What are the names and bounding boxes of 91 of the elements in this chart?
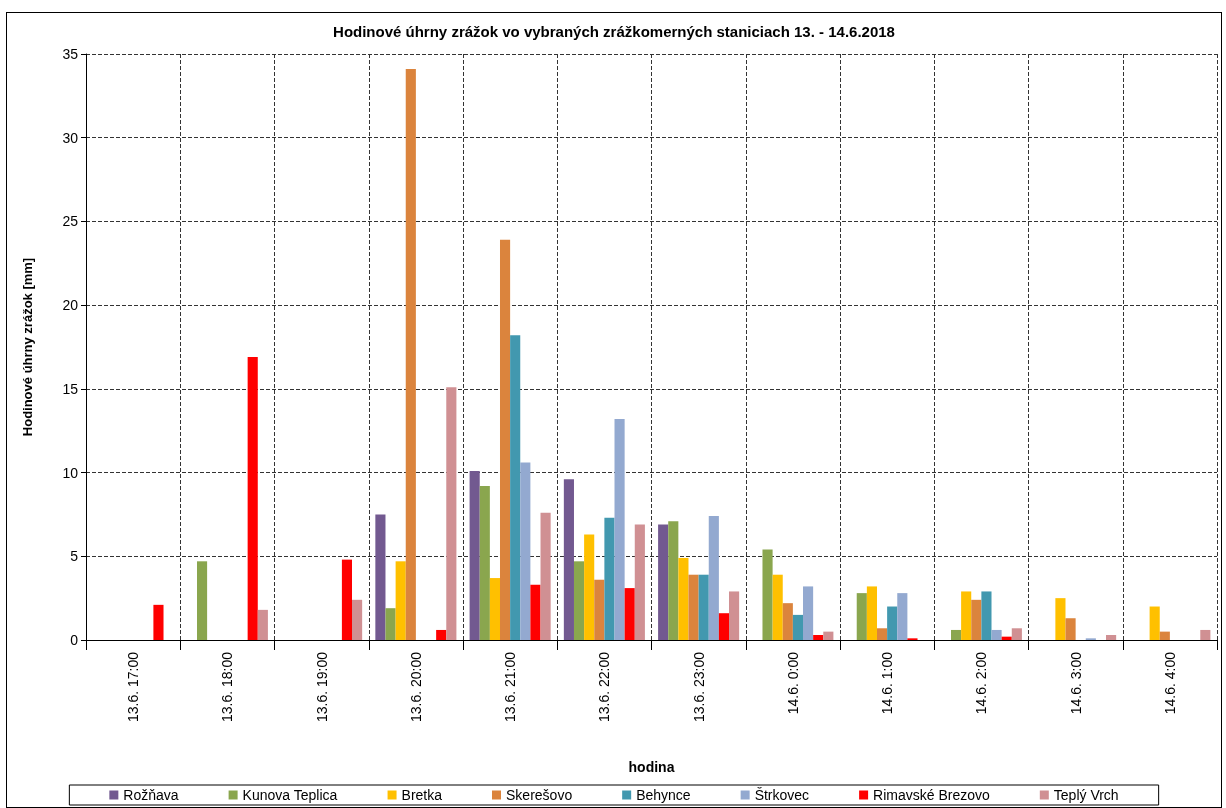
bar bbox=[658, 524, 669, 640]
bar bbox=[668, 521, 679, 640]
bar bbox=[1149, 606, 1160, 640]
x-tick-label: 13.6. 21:00 bbox=[502, 651, 519, 723]
bar bbox=[375, 514, 386, 640]
y-tick-label: 25 bbox=[62, 213, 79, 230]
bar bbox=[1159, 631, 1170, 640]
bar bbox=[971, 599, 982, 640]
y-tick-label: 20 bbox=[62, 297, 79, 314]
bar bbox=[897, 593, 908, 640]
x-axis-title: hodina bbox=[628, 759, 675, 775]
bar bbox=[540, 512, 551, 640]
bar bbox=[981, 591, 992, 640]
bar bbox=[772, 574, 783, 640]
bar bbox=[594, 579, 605, 640]
bar bbox=[991, 629, 1002, 640]
legend-label: Behynce bbox=[636, 787, 691, 803]
bar bbox=[782, 603, 793, 640]
bar bbox=[688, 574, 699, 640]
bar bbox=[247, 357, 258, 640]
legend-label: Kunova Teplica bbox=[242, 787, 338, 803]
y-axis-title: Hodinové úhrny zrážok [mm] bbox=[20, 257, 35, 437]
bar bbox=[813, 634, 824, 640]
bar bbox=[584, 534, 595, 640]
bar bbox=[634, 524, 645, 640]
bar bbox=[876, 628, 888, 640]
bar bbox=[352, 599, 363, 640]
x-tick-label: 13.6. 17:00 bbox=[125, 651, 142, 723]
bar bbox=[196, 561, 208, 640]
x-tick-label: 13.6. 22:00 bbox=[596, 651, 613, 723]
bar bbox=[856, 593, 867, 640]
bar bbox=[1055, 598, 1066, 640]
legend-label: Štrkovec bbox=[754, 787, 810, 803]
y-tick-label: 0 bbox=[70, 632, 79, 648]
bar bbox=[489, 578, 500, 640]
bar bbox=[573, 561, 585, 640]
bar bbox=[604, 517, 615, 640]
bar bbox=[530, 584, 541, 640]
x-tick-label: 14.6. 3:00 bbox=[1067, 651, 1084, 715]
bar bbox=[520, 462, 531, 640]
bar bbox=[823, 631, 834, 640]
y-tick-label: 15 bbox=[62, 380, 79, 397]
bar bbox=[887, 606, 898, 640]
x-tick-label: 13.6. 19:00 bbox=[313, 651, 330, 723]
y-tick-label: 10 bbox=[62, 464, 79, 481]
bar bbox=[341, 559, 353, 640]
y-tick-label: 35 bbox=[62, 46, 79, 62]
bar bbox=[563, 479, 574, 640]
x-tick-label: 14.6. 1:00 bbox=[879, 651, 896, 715]
bar bbox=[792, 614, 804, 640]
bar bbox=[729, 591, 740, 640]
bar bbox=[405, 69, 416, 640]
legend-label: Skerešovo bbox=[506, 787, 573, 803]
bar bbox=[153, 604, 164, 640]
bar bbox=[510, 335, 521, 640]
legend-label: Bretka bbox=[401, 787, 443, 803]
legend-label: Rožňava bbox=[123, 787, 179, 803]
x-tick-label: 14.6. 4:00 bbox=[1161, 651, 1178, 715]
x-tick-label: 14.6. 0:00 bbox=[784, 651, 801, 715]
chart-title: Hodinové úhrny zrážok vo vybraných zrážkomerných staniciach 13. - 14.6.2018 bbox=[333, 23, 895, 40]
bar bbox=[708, 516, 719, 640]
bar bbox=[436, 629, 447, 640]
bar bbox=[1200, 629, 1211, 640]
bar bbox=[762, 549, 773, 640]
x-tick-label: 13.6. 20:00 bbox=[407, 651, 424, 723]
bar bbox=[624, 588, 635, 640]
bar bbox=[499, 239, 511, 640]
bar bbox=[866, 586, 877, 640]
legend-label: Teplý Vrch bbox=[1053, 787, 1119, 803]
bar bbox=[1065, 618, 1076, 640]
bar bbox=[479, 485, 490, 640]
bar bbox=[950, 629, 962, 640]
bar bbox=[698, 574, 709, 640]
bar bbox=[961, 591, 972, 640]
bar bbox=[1106, 634, 1117, 640]
bar bbox=[257, 609, 268, 640]
bar bbox=[803, 586, 814, 640]
x-tick-label: 14.6. 2:00 bbox=[973, 651, 990, 715]
x-tick-label: 13.6. 23:00 bbox=[690, 651, 707, 723]
bar bbox=[469, 470, 480, 640]
y-tick-label: 5 bbox=[70, 548, 79, 565]
bar bbox=[385, 608, 396, 640]
bar bbox=[614, 418, 625, 640]
x-tick-label: 13.6. 18:00 bbox=[219, 651, 236, 723]
legend-label: Rimavské Brezovo bbox=[873, 787, 991, 803]
y-tick-label: 30 bbox=[62, 129, 79, 146]
bar bbox=[395, 561, 406, 640]
bar bbox=[446, 387, 457, 640]
bar bbox=[1011, 628, 1022, 640]
bar bbox=[718, 613, 730, 640]
bar bbox=[678, 557, 689, 640]
